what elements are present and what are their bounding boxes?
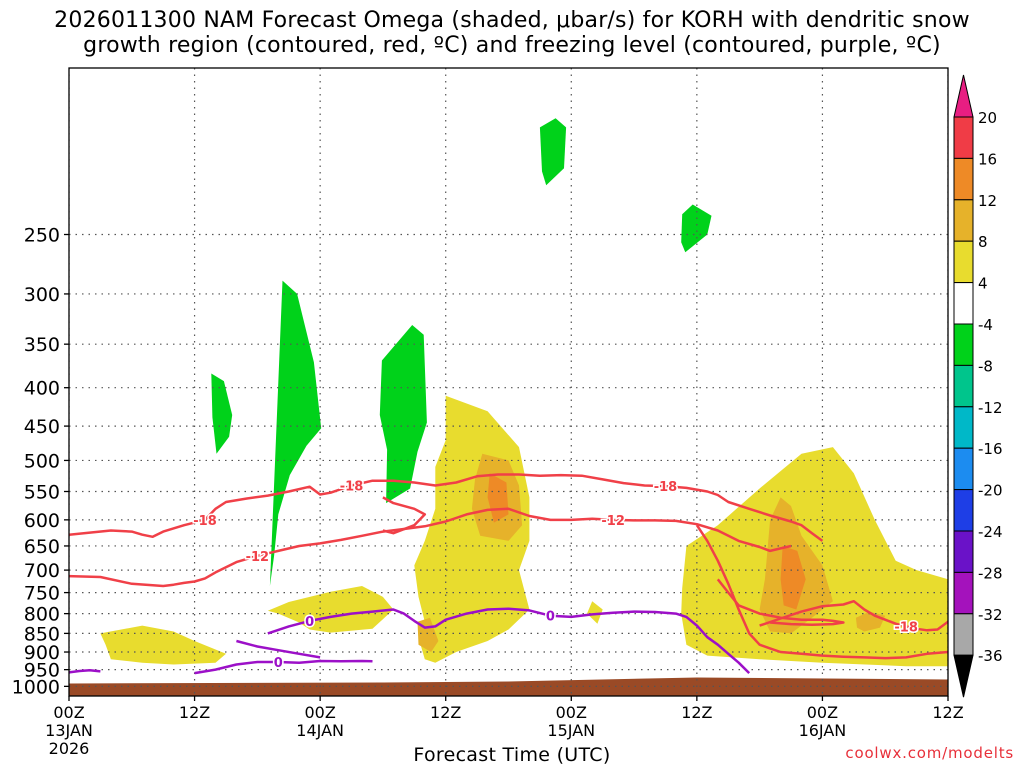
freezing-contour-3	[236, 639, 321, 659]
plot-frame	[68, 67, 949, 697]
x-tick-label-4-1: 15JAN	[547, 721, 595, 740]
colorbar-label-10: -24	[978, 523, 1003, 541]
colorbar-band-6	[953, 364, 974, 408]
contour-label-m12-b: -12	[601, 514, 625, 529]
y-tick-label-600: 600	[24, 510, 60, 532]
colorbar-label-8: -16	[978, 440, 1003, 458]
omega-region-9	[587, 601, 603, 624]
dendritic-contour-5	[716, 578, 845, 627]
colorbar-band-12	[953, 613, 974, 656]
colorbar-label-3: 8	[978, 233, 988, 251]
colorbar-label-1: 16	[978, 150, 997, 168]
contour-label-0-b: 0	[546, 610, 555, 625]
y-tick-label-300: 300	[24, 284, 60, 306]
contour-label-m18-c: -18	[654, 480, 678, 495]
omega-region-8	[100, 625, 226, 665]
omega-region-3	[681, 204, 712, 253]
x-tick-label-0-2: 2026	[49, 739, 90, 758]
colorbar-label-9: -20	[978, 482, 1003, 500]
contour-label-m12-a: -12	[246, 550, 270, 565]
credit-link[interactable]: coolwx.com/modelts	[845, 744, 1014, 762]
freezing-contour-2	[69, 669, 101, 674]
colorbar-label-6: -8	[978, 357, 993, 375]
colorbar-band-3	[953, 240, 974, 284]
colorbar-bottom-arrow	[953, 654, 974, 698]
contour-label-m18-d: -18	[894, 620, 918, 635]
contour-label-m18-b: -18	[340, 480, 364, 495]
colorbar-band-8	[953, 447, 974, 491]
x-tick-label-6-1: 16JAN	[799, 721, 847, 740]
colorbar-top-arrow	[953, 74, 974, 118]
y-tick-label-500: 500	[24, 450, 60, 472]
colorbar-label-12: -32	[978, 606, 1003, 624]
x-axis-title: Forecast Time (UTC)	[413, 744, 611, 766]
dendritic-contour-2	[759, 599, 948, 632]
colorbar-band-1	[953, 157, 974, 201]
chart-title-line-1: 2026011300 NAM Forecast Omega (shaded, μ…	[54, 8, 970, 33]
y-tick-label-950: 950	[24, 660, 60, 682]
y-tick-label-900: 900	[24, 642, 60, 664]
colorbar-label-13: -36	[978, 647, 1003, 665]
dendritic-contour-1	[69, 473, 824, 542]
x-tick-label-2-0: 00Z	[304, 703, 335, 722]
colorbar-band-2	[953, 199, 974, 242]
omega-region-0	[269, 280, 322, 586]
plot-area: -12 -12 -18 -18 -18 -18 0 0 0	[69, 68, 948, 696]
contour-label-0-c: 0	[274, 656, 283, 671]
x-tick-label-4-0: 00Z	[556, 703, 587, 722]
x-tick-label-6-0: 00Z	[807, 703, 838, 722]
colorbar-band-9	[953, 489, 974, 532]
x-tick-label-0-0: 00Z	[53, 703, 84, 722]
ground-terrain	[69, 677, 948, 696]
colorbar-band-0	[953, 116, 974, 159]
y-tick-label-850: 850	[24, 623, 60, 645]
contour-label-m18-a: -18	[193, 514, 217, 529]
x-tick-label-0-1: 13JAN	[45, 721, 93, 740]
y-tick-label-550: 550	[24, 482, 60, 504]
y-tick-label-650: 650	[24, 536, 60, 558]
omega-region-14	[780, 546, 806, 610]
omega-region-4	[539, 118, 567, 186]
freezing-contour-0	[267, 607, 751, 674]
y-tick-label-400: 400	[24, 378, 60, 400]
y-tick-label-450: 450	[24, 416, 60, 438]
y-tick-label-800: 800	[24, 604, 60, 626]
colorbar-label-2: 12	[978, 192, 997, 210]
y-tick-label-700: 700	[24, 560, 60, 582]
x-tick-label-5-0: 12Z	[681, 703, 712, 722]
y-tick-label-1000: 1000	[12, 676, 60, 698]
contour-label-0-a: 0	[305, 615, 314, 630]
colorbar-label-5: -4	[978, 316, 993, 334]
colorbar-band-11	[953, 571, 974, 615]
x-tick-label-7-0: 12Z	[932, 703, 963, 722]
colorbar-label-4: 4	[978, 275, 988, 293]
colorbar-band-4	[953, 282, 974, 325]
colorbar-band-5	[953, 323, 974, 366]
y-tick-label-750: 750	[24, 583, 60, 605]
omega-region-1	[211, 373, 233, 454]
colorbar-band-7	[953, 406, 974, 449]
colorbar-band-10	[953, 530, 974, 573]
dendritic-contour-3	[695, 524, 948, 660]
x-tick-label-2-1: 14JAN	[296, 721, 344, 740]
chart-title-line-2: growth region (contoured, red, ºC) and f…	[83, 33, 941, 58]
dendritic-contour-0	[69, 507, 792, 588]
y-tick-label-250: 250	[24, 225, 60, 247]
dendritic-contour-4	[382, 496, 427, 535]
x-tick-label-1-0: 12Z	[179, 703, 210, 722]
omega-region-5	[267, 586, 394, 633]
colorbar-label-11: -28	[978, 564, 1003, 582]
freezing-contour-1	[194, 659, 373, 675]
colorbar-label-0: 20	[978, 109, 997, 127]
x-tick-label-3-0: 12Z	[430, 703, 461, 722]
colorbar: 20 16 12 8 4 -4 -8 -12 -16 -20 -24 -28 -32 -36	[953, 74, 1003, 698]
colorbar-label-7: -12	[978, 399, 1003, 417]
omega-region-2	[379, 325, 427, 504]
y-tick-label-350: 350	[24, 334, 60, 356]
